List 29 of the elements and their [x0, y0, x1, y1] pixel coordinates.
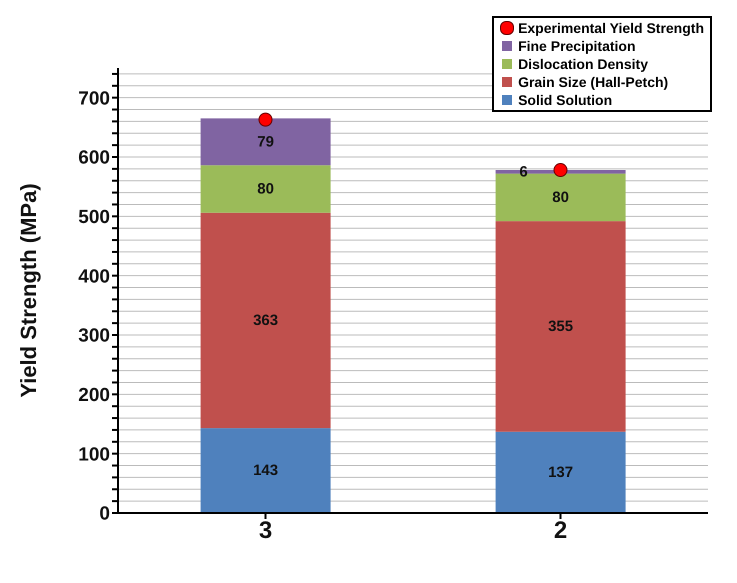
data-label: 363 — [253, 312, 278, 329]
data-label: 80 — [552, 188, 569, 206]
x-tick-label: 2 — [554, 517, 568, 544]
y-tick-label: 200 — [78, 385, 110, 406]
y-axis-title: Yield Strength (MPa) — [16, 183, 41, 398]
bar — [200, 428, 331, 513]
data-label: 80 — [257, 180, 274, 198]
y-tick-label: 600 — [78, 148, 110, 169]
x-tick-label: 3 — [258, 517, 272, 544]
legend-label: Experimental Yield Strength — [518, 19, 704, 37]
y-tick-label: 400 — [78, 266, 110, 288]
data-label: 355 — [548, 318, 574, 335]
y-tick-label: 300 — [78, 326, 110, 347]
bar — [200, 165, 331, 213]
legend-label: Dislocation Density — [518, 55, 648, 73]
bar — [496, 432, 626, 513]
bar — [200, 212, 331, 428]
y-tick-label: 700 — [78, 88, 110, 110]
legend-label: Solid Solution — [518, 91, 612, 109]
data-label: 79 — [257, 133, 274, 150]
bar — [496, 221, 626, 432]
data-label: 137 — [548, 464, 574, 481]
data-label: 143 — [253, 462, 278, 480]
legend-label: Fine Precipitation — [518, 37, 636, 55]
y-tick-label: 500 — [78, 207, 110, 228]
y-tick-label: 0 — [99, 504, 110, 525]
legend-label: Grain Size (Hall-Petch) — [518, 73, 668, 91]
bar — [200, 118, 331, 166]
y-tick-label: 100 — [78, 444, 110, 466]
